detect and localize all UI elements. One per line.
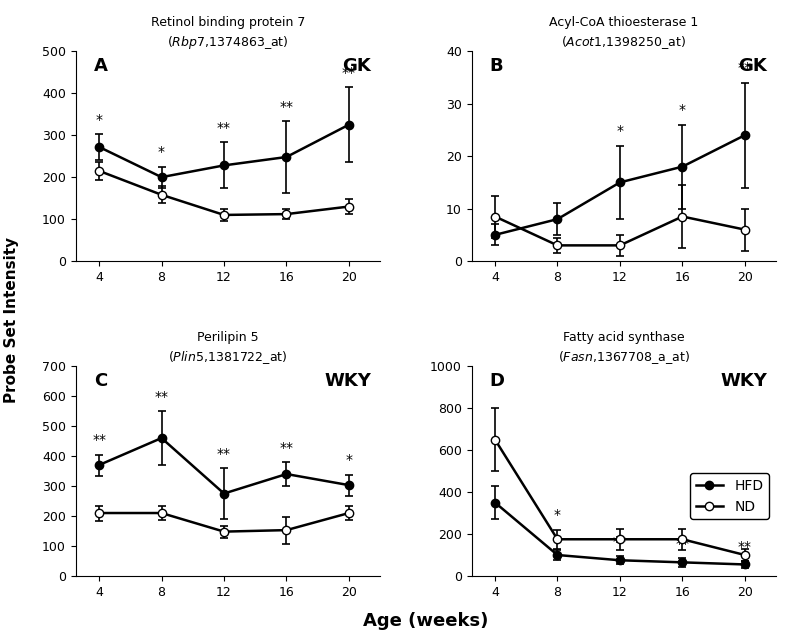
Text: WKY: WKY xyxy=(720,372,767,390)
Text: C: C xyxy=(94,372,107,390)
Text: **: ** xyxy=(738,540,752,554)
Text: **: ** xyxy=(217,447,231,461)
Title: Perilipin 5
($\it{Plin5}$,1381722_at): Perilipin 5 ($\it{Plin5}$,1381722_at) xyxy=(168,332,287,366)
Text: A: A xyxy=(94,58,107,76)
Text: **: ** xyxy=(279,441,294,454)
Text: **: ** xyxy=(738,61,752,76)
Text: *: * xyxy=(158,145,165,159)
Text: B: B xyxy=(490,58,503,76)
Text: **: ** xyxy=(154,390,169,404)
Text: **: ** xyxy=(279,100,294,114)
Text: **: ** xyxy=(217,121,231,135)
Text: *: * xyxy=(679,103,686,117)
Text: Probe Set Intensity: Probe Set Intensity xyxy=(5,237,19,403)
Text: **: ** xyxy=(342,65,356,79)
Text: **: ** xyxy=(675,537,689,551)
Title: Acyl-CoA thioesterase 1
($\it{Acot1}$,1398250_at): Acyl-CoA thioesterase 1 ($\it{Acot1}$,13… xyxy=(549,17,698,51)
Title: Retinol binding protein 7
($\it{Rbp7}$,1374863_at): Retinol binding protein 7 ($\it{Rbp7}$,1… xyxy=(150,17,305,51)
Text: Age (weeks): Age (weeks) xyxy=(363,612,489,630)
Title: Fatty acid synthase
($\it{Fasn}$,1367708_a_at): Fatty acid synthase ($\it{Fasn}$,1367708… xyxy=(558,332,690,366)
Text: WKY: WKY xyxy=(324,372,371,390)
Text: GK: GK xyxy=(342,58,371,76)
Text: GK: GK xyxy=(738,58,767,76)
Text: **: ** xyxy=(613,534,627,548)
Text: *: * xyxy=(616,124,623,138)
Text: *: * xyxy=(554,508,561,522)
Text: *: * xyxy=(345,453,353,467)
Text: D: D xyxy=(490,372,505,390)
Text: **: ** xyxy=(92,433,106,447)
Legend: HFD, ND: HFD, ND xyxy=(690,473,769,519)
Text: *: * xyxy=(96,113,103,127)
